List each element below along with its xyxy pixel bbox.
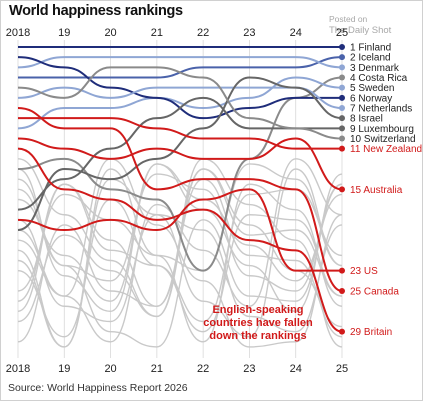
background-line-15: [17, 163, 343, 348]
series-label-7-netherlands: 7 Netherlands: [350, 104, 412, 115]
series-label-29-britain: 29 Britain: [350, 327, 392, 338]
x-tick-top-2: 20: [104, 27, 116, 39]
series-line-25-canada: [17, 107, 343, 292]
x-tick-top-3: 21: [151, 27, 163, 39]
series-label-11-new-zealand: 11 New Zealand: [350, 144, 422, 155]
series-line-29-britain: [17, 147, 343, 333]
x-tick-labels: 2018 2018 19 19 20 20 21 21 22 22 23 23 24 24 25 25: [6, 27, 348, 375]
x-tick-top-5: 23: [243, 27, 255, 39]
series-marker-6-norway: [339, 94, 345, 101]
series-label-25-canada: 25 Canada: [350, 287, 399, 298]
background-line-6: [17, 163, 343, 313]
series-line-6-norway: [17, 56, 342, 120]
series-label-2-iceland: 2 Iceland: [350, 53, 391, 64]
background-lines: [17, 158, 343, 348]
series-marker-7-netherlands: [339, 105, 345, 111]
series-label-1-finland: 1 Finland: [350, 43, 391, 54]
series-line-10-switzerland: [17, 66, 343, 140]
x-tick-top-1: 19: [58, 27, 70, 39]
series-label-3-denmark: 3 Denmark: [350, 63, 400, 74]
series-marker-9-luxembourg: [339, 125, 345, 132]
background-line-13: [17, 168, 343, 313]
series-marker-15-australia: [339, 186, 345, 193]
background-line-10: [17, 183, 343, 343]
watermark-line2: The Daily Shot: [329, 25, 392, 36]
series-label-8-israel: 8 Israel: [350, 114, 383, 125]
annotation-line-0: English-speaking: [212, 304, 303, 316]
series-label-4-costa-rica: 4 Costa Rica: [350, 73, 408, 84]
series-marker-11-new-zealand: [339, 145, 345, 152]
x-tick-bottom-1: 19: [58, 363, 70, 375]
series-marker-25-canada: [339, 288, 345, 294]
series-line-15-australia: [17, 137, 343, 191]
x-tick-bottom-7: 25: [336, 363, 348, 375]
x-tick-bottom-6: 24: [290, 363, 302, 375]
series-marker-10-switzerland: [339, 135, 345, 142]
watermark-line1: Posted on: [329, 14, 368, 24]
watermark: Posted on The Daily Shot: [329, 14, 391, 36]
source-note: Source: World Happiness Report 2026: [8, 382, 188, 394]
series-marker-5-sweden: [339, 84, 345, 91]
x-tick-bottom-3: 21: [151, 363, 163, 375]
annotation-line-2: down the rankings: [209, 330, 306, 342]
series-label-5-sweden: 5 Sweden: [350, 83, 394, 94]
series-marker-3-denmark: [339, 64, 345, 71]
series-line-9-luxembourg: [17, 96, 342, 211]
series-marker-2-iceland: [339, 54, 345, 61]
series-label-15-australia: 15 Australia: [350, 185, 403, 196]
background-line-8: [17, 178, 343, 343]
series-line-4-costa-rica: [17, 76, 343, 272]
series-marker-29-britain: [339, 328, 345, 335]
series-line-11-new-zealand: [18, 117, 342, 150]
series-label-23-us: 23 US: [350, 266, 378, 277]
series-line-3-denmark: [17, 56, 343, 69]
chart-title: World happiness rankings: [9, 3, 183, 19]
series-label-9-luxembourg: 9 Luxembourg: [350, 124, 414, 135]
series-marker-23-us: [339, 267, 345, 274]
x-tick-top-0: 2018: [6, 27, 30, 39]
x-tick-top-6: 24: [290, 27, 302, 39]
annotation-line-1: countries have fallen: [203, 317, 313, 329]
background-line-11: [17, 163, 343, 313]
series-marker-8-israel: [339, 115, 345, 122]
background-line-14: [17, 183, 343, 348]
series-marker-1-finland: [339, 44, 345, 50]
x-tick-bottom-2: 20: [104, 363, 116, 375]
series-label-6-norway: 6 Norway: [350, 93, 392, 104]
x-tick-top-7: 25: [336, 27, 348, 39]
series-line-23-us: [17, 188, 342, 272]
series-line-8-israel: [17, 76, 343, 231]
background-line-9: [17, 214, 343, 333]
series-label-10-switzerland: 10 Switzerland: [350, 134, 416, 145]
series-lines: [17, 46, 343, 333]
x-tick-bottom-4: 22: [197, 363, 209, 375]
x-tick-top-4: 22: [197, 27, 209, 39]
x-tick-bottom-0: 2018: [6, 363, 30, 375]
x-tick-bottom-5: 23: [243, 363, 255, 375]
annotation: English-speaking countries have fallen dow…: [203, 304, 313, 342]
series-marker-4-costa-rica: [339, 74, 345, 81]
series-line-5-sweden: [17, 76, 343, 130]
